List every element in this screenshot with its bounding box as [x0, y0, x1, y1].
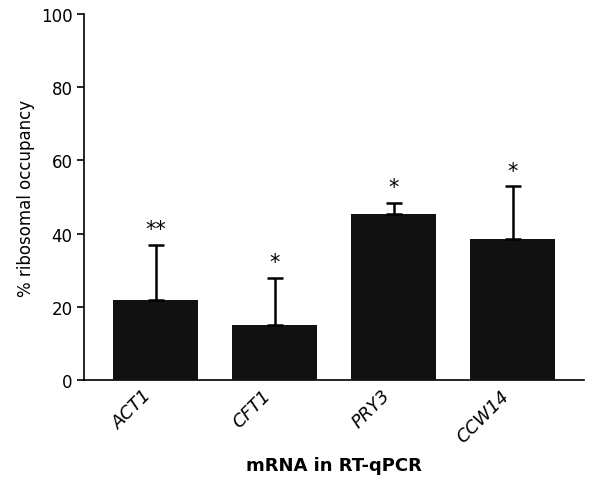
Bar: [232, 326, 317, 381]
Text: **: **: [145, 220, 166, 240]
X-axis label: mRNA in RT-qPCR: mRNA in RT-qPCR: [246, 457, 422, 474]
Y-axis label: % ribosomal occupancy: % ribosomal occupancy: [17, 99, 36, 296]
Bar: [351, 214, 436, 381]
Bar: [113, 300, 199, 381]
Text: *: *: [507, 161, 518, 181]
Text: *: *: [388, 178, 399, 198]
Bar: [470, 240, 556, 381]
Text: *: *: [270, 253, 280, 273]
